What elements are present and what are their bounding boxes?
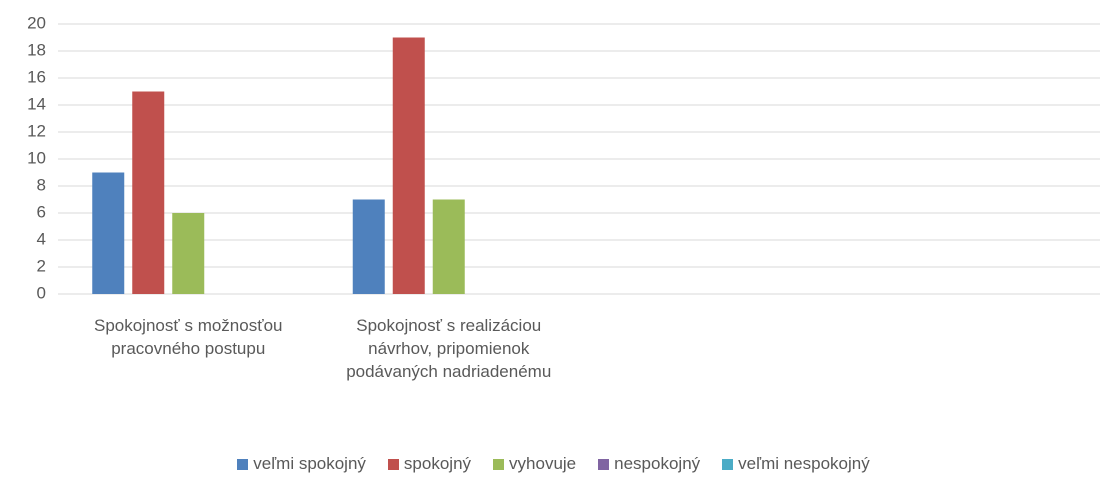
legend-label: nespokojný [614,454,701,473]
y-tick-label: 2 [37,256,46,275]
y-tick-label: 6 [37,202,46,221]
legend-item: veľmi nespokojný [722,454,870,474]
bar [352,199,385,294]
y-tick-label: 8 [37,175,46,194]
legend-label: veľmi spokojný [253,454,366,473]
legend-label: vyhovuje [509,454,577,473]
bar [132,91,165,294]
bar [92,172,125,294]
legend-item: veľmi spokojný [237,454,366,474]
x-tick-label: Spokojnosť s realizáciou návrhov, pripom… [346,316,552,381]
bar [432,199,465,294]
y-tick-label: 12 [27,121,46,140]
bar [392,37,425,294]
legend-label: veľmi nespokojný [738,454,870,473]
legend-swatch [387,458,399,470]
legend-swatch [722,458,734,470]
legend: veľmi spokojný spokojný vyhovuje nespokojný… [0,454,1107,474]
y-tick-label: 14 [27,94,46,113]
legend-item: spokojný [387,454,472,474]
legend-item: nespokojný [598,454,700,474]
y-tick-label: 10 [27,148,46,167]
y-tick-label: 20 [27,13,46,32]
y-tick-label: 18 [27,40,46,59]
legend-label: spokojný [403,454,472,473]
legend-swatch [493,458,505,470]
y-tick-label: 0 [37,283,46,302]
y-tick-label: 4 [37,229,46,248]
legend-swatch [237,458,249,470]
y-tick-label: 16 [27,67,46,86]
x-tick-label: Spokojnosť s možnosťou pracovného postup… [93,316,283,358]
legend-item: vyhovuje [493,454,576,474]
bar [172,213,205,294]
legend-swatch [598,458,610,470]
